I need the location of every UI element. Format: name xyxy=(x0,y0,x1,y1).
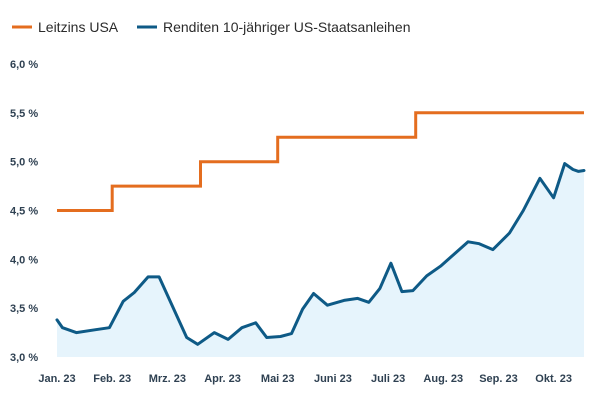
x-tick-label: Mai 23 xyxy=(261,373,295,385)
x-axis: Jan. 23 Feb. 23 Mrz. 23 Apr. 23 Mai 23 Juni 2… xyxy=(38,373,572,385)
y-tick-label: 5,5 % xyxy=(10,108,38,120)
x-tick-label: Okt. 23 xyxy=(535,373,572,385)
x-tick-label: Mrz. 23 xyxy=(149,373,186,385)
legend: Leitzins USA Renditen 10-jähriger US-Sta… xyxy=(12,19,410,35)
x-tick-label: Aug. 23 xyxy=(423,373,463,385)
y-tick-label: 3,5 % xyxy=(10,303,38,315)
x-tick-label: Feb. 23 xyxy=(93,373,131,385)
y-tick-label: 4,5 % xyxy=(10,206,38,218)
legend-label-treasury-yield: Renditen 10-jähriger US-Staatsanleihen xyxy=(163,19,410,35)
x-tick-label: Jan. 23 xyxy=(38,373,75,385)
x-tick-label: Sep. 23 xyxy=(479,373,518,385)
x-tick-label: Juli 23 xyxy=(371,373,405,385)
y-tick-label: 3,0 % xyxy=(10,352,38,364)
legend-label-policy-rate: Leitzins USA xyxy=(38,19,119,35)
plot-area xyxy=(55,111,586,357)
policy-rate-series-line xyxy=(57,111,584,212)
x-tick-label: Juni 23 xyxy=(314,373,352,385)
yield-series-line xyxy=(55,162,586,346)
x-tick-label: Apr. 23 xyxy=(204,373,241,385)
y-tick-label: 6,0 % xyxy=(10,59,38,71)
y-tick-label: 5,0 % xyxy=(10,157,38,169)
yield-area-fill xyxy=(57,163,584,357)
legend-item-treasury-yield[interactable]: Renditen 10-jähriger US-Staatsanleihen xyxy=(137,19,410,35)
legend-item-policy-rate[interactable]: Leitzins USA xyxy=(12,19,119,35)
y-axis: 3,0 % 3,5 % 4,0 % 4,5 % 5,0 % 5,5 % 6,0 % xyxy=(10,59,38,364)
y-tick-label: 4,0 % xyxy=(10,254,38,266)
